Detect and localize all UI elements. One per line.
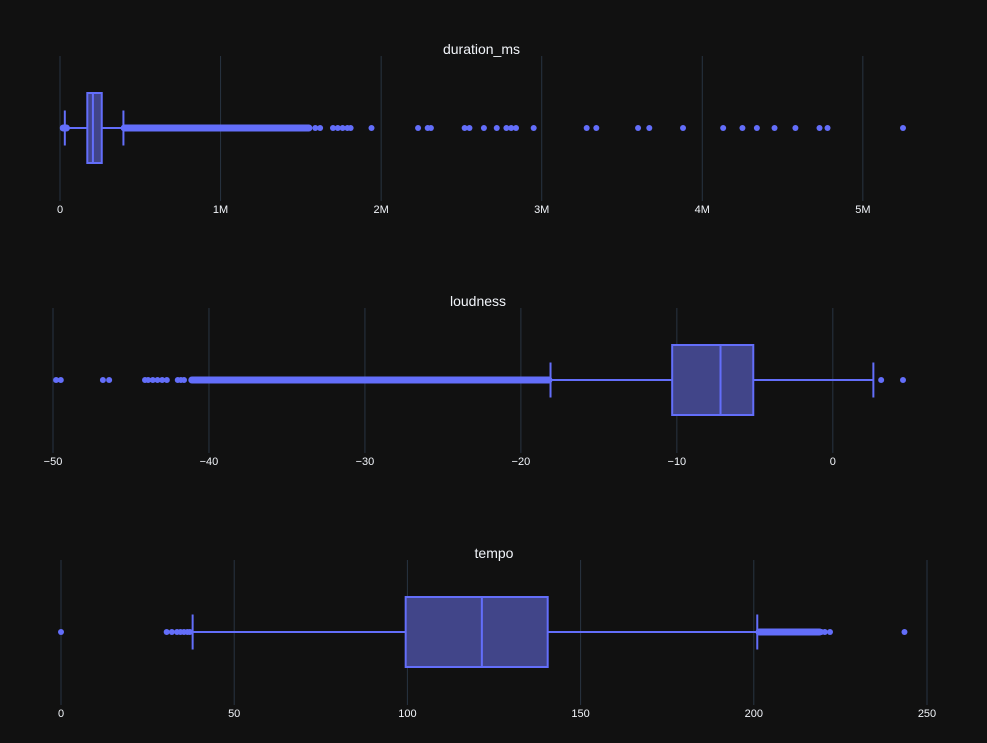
outlier-point <box>680 125 687 131</box>
outlier-point <box>720 125 727 131</box>
outlier-point <box>312 125 319 131</box>
outlier-point <box>493 125 500 131</box>
x-tick-label: −40 <box>200 456 219 468</box>
x-tick-label: 200 <box>745 708 763 720</box>
outlier-point <box>99 377 106 383</box>
outlier-point <box>168 629 175 635</box>
outlier-point <box>480 125 487 131</box>
outlier-point <box>329 125 336 131</box>
outlier-point <box>583 125 590 131</box>
x-tick-label: 250 <box>918 708 936 720</box>
x-tick-label: 100 <box>398 708 416 720</box>
iqr-box <box>86 92 103 164</box>
x-tick-label: 0 <box>58 708 64 720</box>
x-tick-label: 2M <box>374 204 389 216</box>
x-tick-label: 1M <box>213 204 228 216</box>
outlier-point <box>753 125 760 131</box>
outlier-point <box>821 629 828 635</box>
outlier-point <box>317 125 324 131</box>
outlier-point <box>878 377 885 383</box>
outlier-point <box>513 125 520 131</box>
x-tick-label: 3M <box>534 204 549 216</box>
outlier-point <box>461 125 468 131</box>
outlier-point <box>646 125 653 131</box>
subplot-title: duration_ms <box>443 41 520 57</box>
x-tick-label: 5M <box>855 204 870 216</box>
outlier-point <box>181 377 188 383</box>
outlier-point <box>53 377 60 383</box>
iqr-box <box>404 596 549 668</box>
panel-loudness: −50 −40 −30 −20 −10 0 loudness <box>44 293 906 468</box>
outlier-point <box>593 125 600 131</box>
outlier-point <box>792 125 799 131</box>
outlier-point <box>145 377 152 383</box>
x-tick-label: −30 <box>356 456 375 468</box>
outlier-point <box>824 125 831 131</box>
outlier-point <box>154 377 161 383</box>
x-tick-label: −50 <box>44 456 63 468</box>
outlier-point <box>739 125 746 131</box>
x-tick-label: 50 <box>228 708 240 720</box>
outlier-point <box>57 377 64 383</box>
outlier-point <box>163 377 170 383</box>
outlier-point <box>368 125 375 131</box>
outlier-point <box>334 125 341 131</box>
outlier-point <box>186 629 193 635</box>
iqr-box <box>671 344 755 416</box>
x-tick-label: 0 <box>57 204 63 216</box>
outlier-point <box>503 125 510 131</box>
outlier-point <box>163 629 170 635</box>
outlier-point <box>508 125 515 131</box>
outlier-point <box>106 377 113 383</box>
panel-tempo: 0 50 100 150 200 250 tempo <box>58 545 936 720</box>
outlier-point <box>427 125 434 131</box>
outlier-point <box>159 377 166 383</box>
outlier-point <box>58 629 64 635</box>
outlier-point <box>466 125 473 131</box>
x-tick-label: −10 <box>668 456 687 468</box>
outlier-point <box>347 125 354 131</box>
outlier-point <box>901 629 908 635</box>
outlier-point <box>900 377 906 383</box>
x-tick-label: 150 <box>571 708 589 720</box>
outlier-point <box>415 125 422 131</box>
outlier-point <box>771 125 778 131</box>
subplot-title: tempo <box>475 545 514 561</box>
outlier-point <box>635 125 642 131</box>
outlier-point <box>149 377 156 383</box>
outlier-point <box>530 125 537 131</box>
outlier-point <box>816 125 823 131</box>
outlier-point <box>339 125 346 131</box>
subplot-title: loudness <box>450 293 506 309</box>
panel-duration-ms: 0 1M 2M 3M 4M 5M duration_ms <box>57 41 906 216</box>
x-tick-label: 0 <box>830 456 836 468</box>
outlier-point <box>900 125 906 131</box>
x-tick-label: 4M <box>695 204 710 216</box>
outlier-point <box>827 629 834 635</box>
x-tick-label: −20 <box>512 456 531 468</box>
